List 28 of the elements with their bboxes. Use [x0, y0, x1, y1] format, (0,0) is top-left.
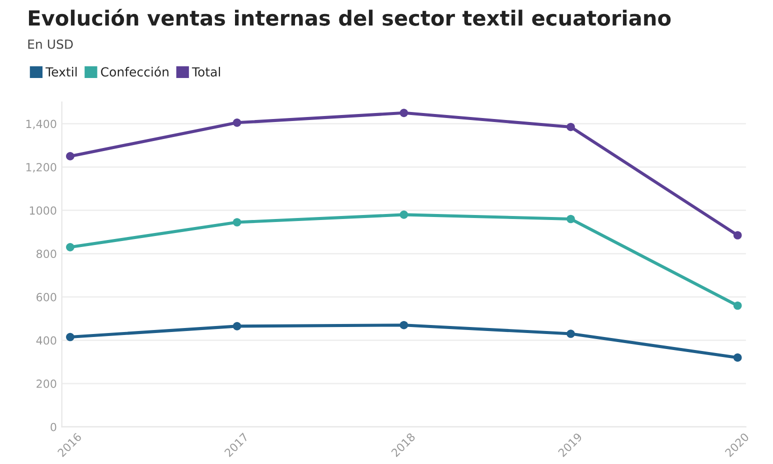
- point: [566, 214, 575, 224]
- point: [566, 330, 575, 338]
- point: [66, 152, 74, 160]
- legend-label: Confección: [101, 66, 168, 77]
- y-tick-label: 800: [36, 250, 56, 258]
- y-tick-label: 600: [36, 292, 56, 302]
- point: [66, 332, 74, 342]
- point: [566, 122, 575, 132]
- point: [232, 118, 242, 127]
- point: [232, 218, 242, 226]
- y-tick-label: 1,400: [26, 120, 56, 130]
- y-tick-label: 1000: [30, 206, 56, 215]
- point: [733, 353, 742, 362]
- legend-label: Textil: [46, 66, 77, 77]
- point: [66, 242, 74, 252]
- legend-label: Total: [192, 66, 220, 77]
- point: [733, 231, 742, 240]
- point: [400, 210, 408, 219]
- y-tick-label: 200: [36, 380, 56, 388]
- point: [733, 301, 742, 310]
- y-tick-label: 1,200: [26, 163, 56, 173]
- point: [400, 320, 408, 330]
- y-tick-label: 0: [50, 422, 56, 432]
- chart-title: Evolución ventas internas del sector textil ecuatoriano: [28, 8, 671, 26]
- chart-subtitle: En USD: [28, 39, 73, 49]
- point: [232, 322, 242, 330]
- point: [400, 108, 408, 118]
- y-tick-label: 400: [36, 336, 56, 345]
